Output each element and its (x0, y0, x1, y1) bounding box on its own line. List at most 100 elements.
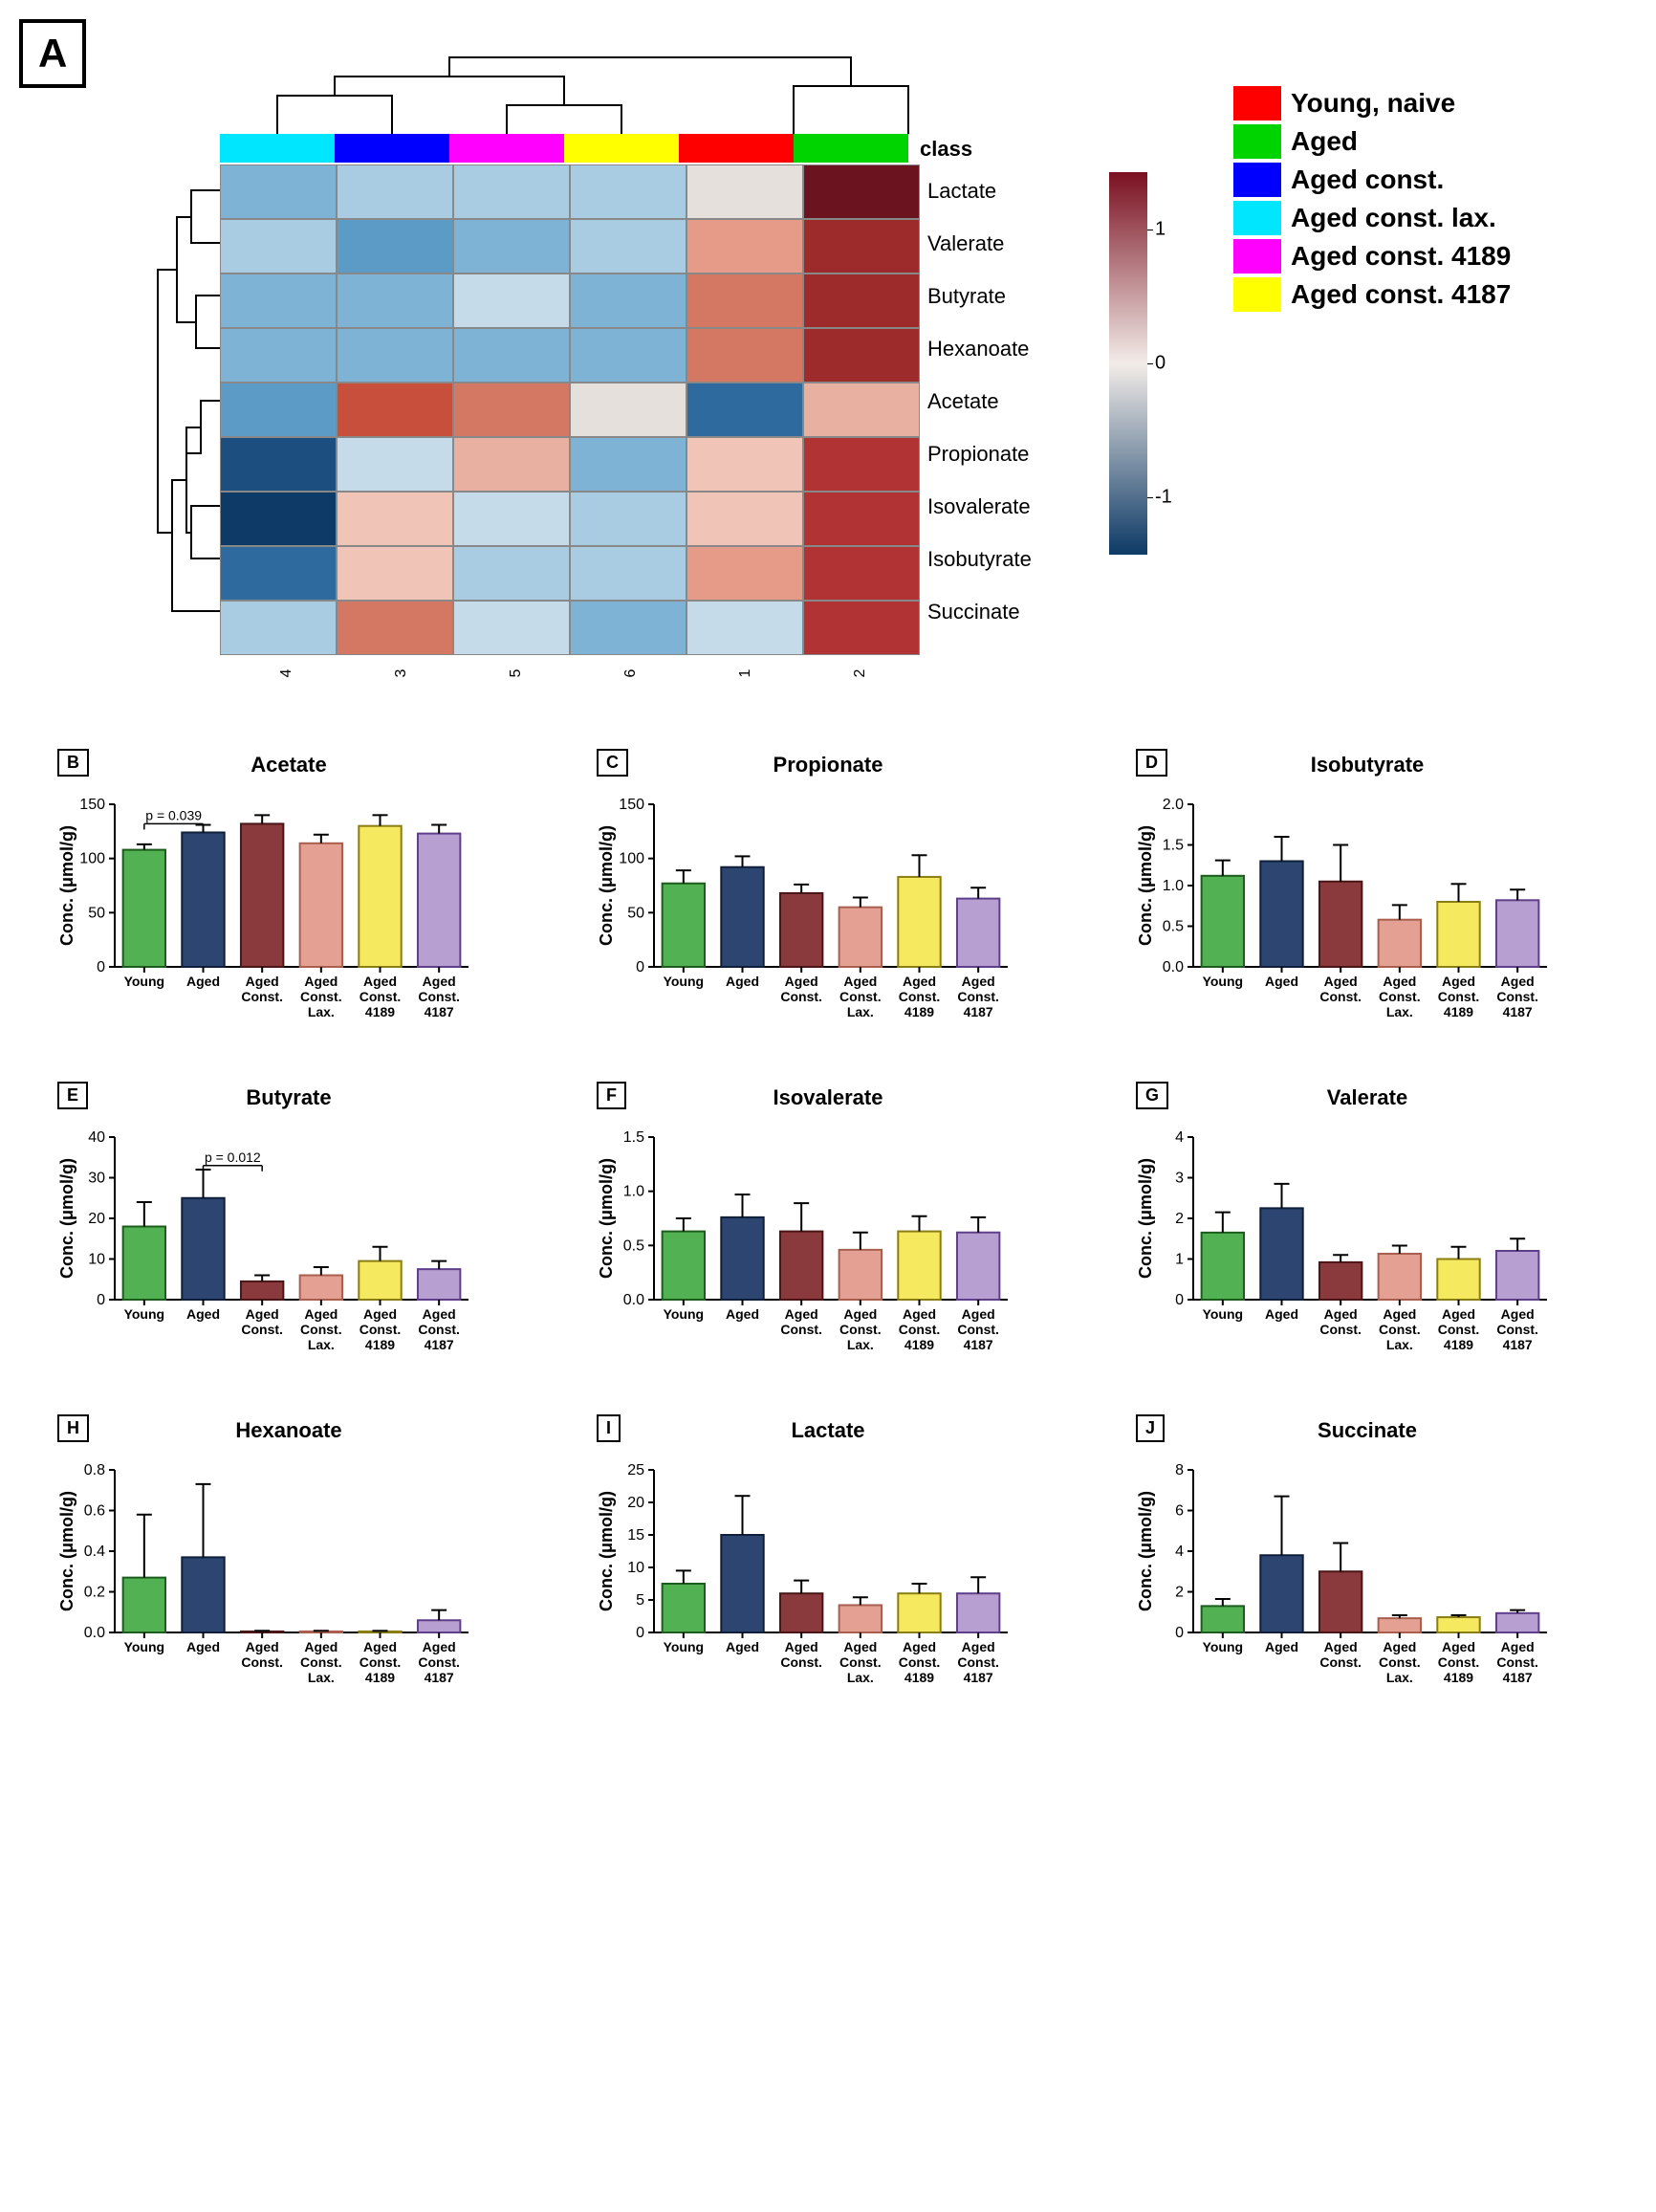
heatmap-cell (453, 274, 570, 328)
svg-text:25: 25 (627, 1462, 644, 1478)
bar (1379, 1618, 1421, 1632)
svg-text:4189: 4189 (1444, 1004, 1473, 1019)
svg-text:Aged: Aged (726, 1639, 759, 1654)
svg-text:Aged: Aged (1383, 1306, 1416, 1322)
heatmap-row-label: Hexanoate (920, 322, 1061, 375)
heatmap: class (134, 38, 1080, 691)
svg-text:Aged: Aged (785, 1639, 818, 1654)
svg-text:Const.: Const. (1496, 989, 1538, 1004)
heatmap-grid (220, 164, 920, 655)
bar (1496, 1251, 1538, 1300)
bar (780, 1593, 822, 1632)
legend-item: Young, naive (1233, 86, 1511, 120)
bar (957, 1593, 999, 1632)
bar (1496, 1613, 1538, 1632)
heatmap-cell (453, 164, 570, 219)
svg-text:Aged: Aged (1265, 974, 1298, 989)
svg-text:Young: Young (664, 974, 705, 989)
heatmap-cell (337, 328, 453, 383)
svg-text:Aged: Aged (363, 974, 397, 989)
heatmap-cell (686, 437, 803, 492)
svg-text:Aged: Aged (962, 1306, 995, 1322)
heatmap-cell (570, 328, 686, 383)
svg-text:0.8: 0.8 (84, 1462, 105, 1478)
svg-text:Lax.: Lax. (847, 1670, 874, 1685)
class-segment (449, 134, 564, 163)
bar (1202, 876, 1244, 967)
svg-text:Const.: Const. (839, 1322, 882, 1337)
bar (418, 1269, 460, 1300)
heatmap-cell (220, 437, 337, 492)
svg-text:8: 8 (1175, 1462, 1184, 1478)
svg-text:0: 0 (97, 1292, 105, 1308)
svg-text:100: 100 (79, 851, 105, 867)
bar (123, 1227, 165, 1301)
heatmap-cell (220, 164, 337, 219)
heatmap-cell (686, 546, 803, 601)
svg-text:Young: Young (1203, 1306, 1244, 1322)
heatmap-cell (803, 492, 920, 546)
svg-text:Const.: Const. (300, 1654, 342, 1670)
bar (1437, 902, 1479, 967)
svg-text:0.0: 0.0 (623, 1292, 644, 1308)
svg-text:Lax.: Lax. (308, 1670, 335, 1685)
bar-chart-svg: 050100150Conc. (μmol/g)YoungAgedAgedCons… (57, 785, 478, 1034)
bar (898, 1232, 940, 1300)
svg-text:Conc. (μmol/g): Conc. (μmol/g) (57, 825, 76, 946)
svg-text:30: 30 (88, 1171, 105, 1187)
svg-text:p = 0.039: p = 0.039 (145, 807, 202, 822)
bar (898, 877, 940, 967)
heatmap-col-label: 6 (603, 616, 640, 731)
svg-text:150: 150 (619, 797, 644, 813)
svg-text:Aged: Aged (363, 1639, 397, 1654)
svg-text:Aged: Aged (1265, 1639, 1298, 1654)
svg-text:1.5: 1.5 (1163, 838, 1184, 854)
bar-chart-acetate: B Acetate 050100150Conc. (μmol/g)YoungAg… (57, 749, 520, 1034)
svg-text:2: 2 (1175, 1585, 1184, 1601)
bar (418, 834, 460, 967)
class-segment (679, 134, 794, 163)
heatmap-row-labels: LactateValerateButyrateHexanoateAcetateP… (920, 164, 1061, 655)
heatmap-row-label: Butyrate (920, 270, 1061, 322)
heatmap-cell (453, 328, 570, 383)
chart-title: Acetate (251, 753, 326, 777)
bar (1319, 1262, 1362, 1300)
chart-title: Succinate (1318, 1418, 1417, 1443)
bar-chart-svg: 010203040Conc. (μmol/g)YoungAgedAgedCons… (57, 1118, 478, 1367)
svg-text:Lax.: Lax. (1386, 1004, 1413, 1019)
heatmap-cell (337, 546, 453, 601)
bar (839, 1250, 882, 1300)
svg-text:Lax.: Lax. (308, 1337, 335, 1352)
svg-text:4187: 4187 (964, 1004, 993, 1019)
bar-chart-valerate: G Valerate 01234Conc. (μmol/g)YoungAgedA… (1136, 1082, 1599, 1367)
svg-text:0.5: 0.5 (1163, 919, 1184, 935)
svg-text:1.0: 1.0 (623, 1184, 644, 1200)
bar-chart-svg: 0.00.51.01.52.0Conc. (μmol/g)YoungAgedAg… (1136, 785, 1557, 1034)
bar (898, 1593, 940, 1632)
svg-text:Const.: Const. (1319, 1322, 1362, 1337)
class-segment (220, 134, 335, 163)
heatmap-cell (337, 437, 453, 492)
panel-label: F (597, 1082, 626, 1109)
bar-chart-succinate: J Succinate 02468Conc. (μmol/g)YoungAged… (1136, 1414, 1599, 1699)
svg-text:Aged: Aged (903, 1639, 936, 1654)
svg-text:Young: Young (1203, 974, 1244, 989)
bar-charts-grid: B Acetate 050100150Conc. (μmol/g)YoungAg… (19, 749, 1637, 1699)
bar-chart-propionate: C Propionate 050100150Conc. (μmol/g)Youn… (597, 749, 1059, 1034)
svg-text:Aged: Aged (903, 1306, 936, 1322)
heatmap-row-label: Valerate (920, 217, 1061, 270)
heatmap-col-label: 5 (489, 616, 525, 731)
svg-text:Const.: Const. (1438, 1322, 1480, 1337)
svg-text:1.5: 1.5 (623, 1129, 644, 1146)
colorbar-tick: 0 (1155, 353, 1166, 375)
svg-text:Const.: Const. (899, 1322, 941, 1337)
heatmap-cell (570, 164, 686, 219)
svg-text:4189: 4189 (904, 1337, 934, 1352)
heatmap-cell (453, 219, 570, 274)
svg-text:Young: Young (1203, 1639, 1244, 1654)
svg-text:Aged: Aged (363, 1306, 397, 1322)
heatmap-cell (453, 437, 570, 492)
svg-text:150: 150 (79, 797, 105, 813)
svg-text:Const.: Const. (1496, 1322, 1538, 1337)
svg-text:4187: 4187 (964, 1337, 993, 1352)
